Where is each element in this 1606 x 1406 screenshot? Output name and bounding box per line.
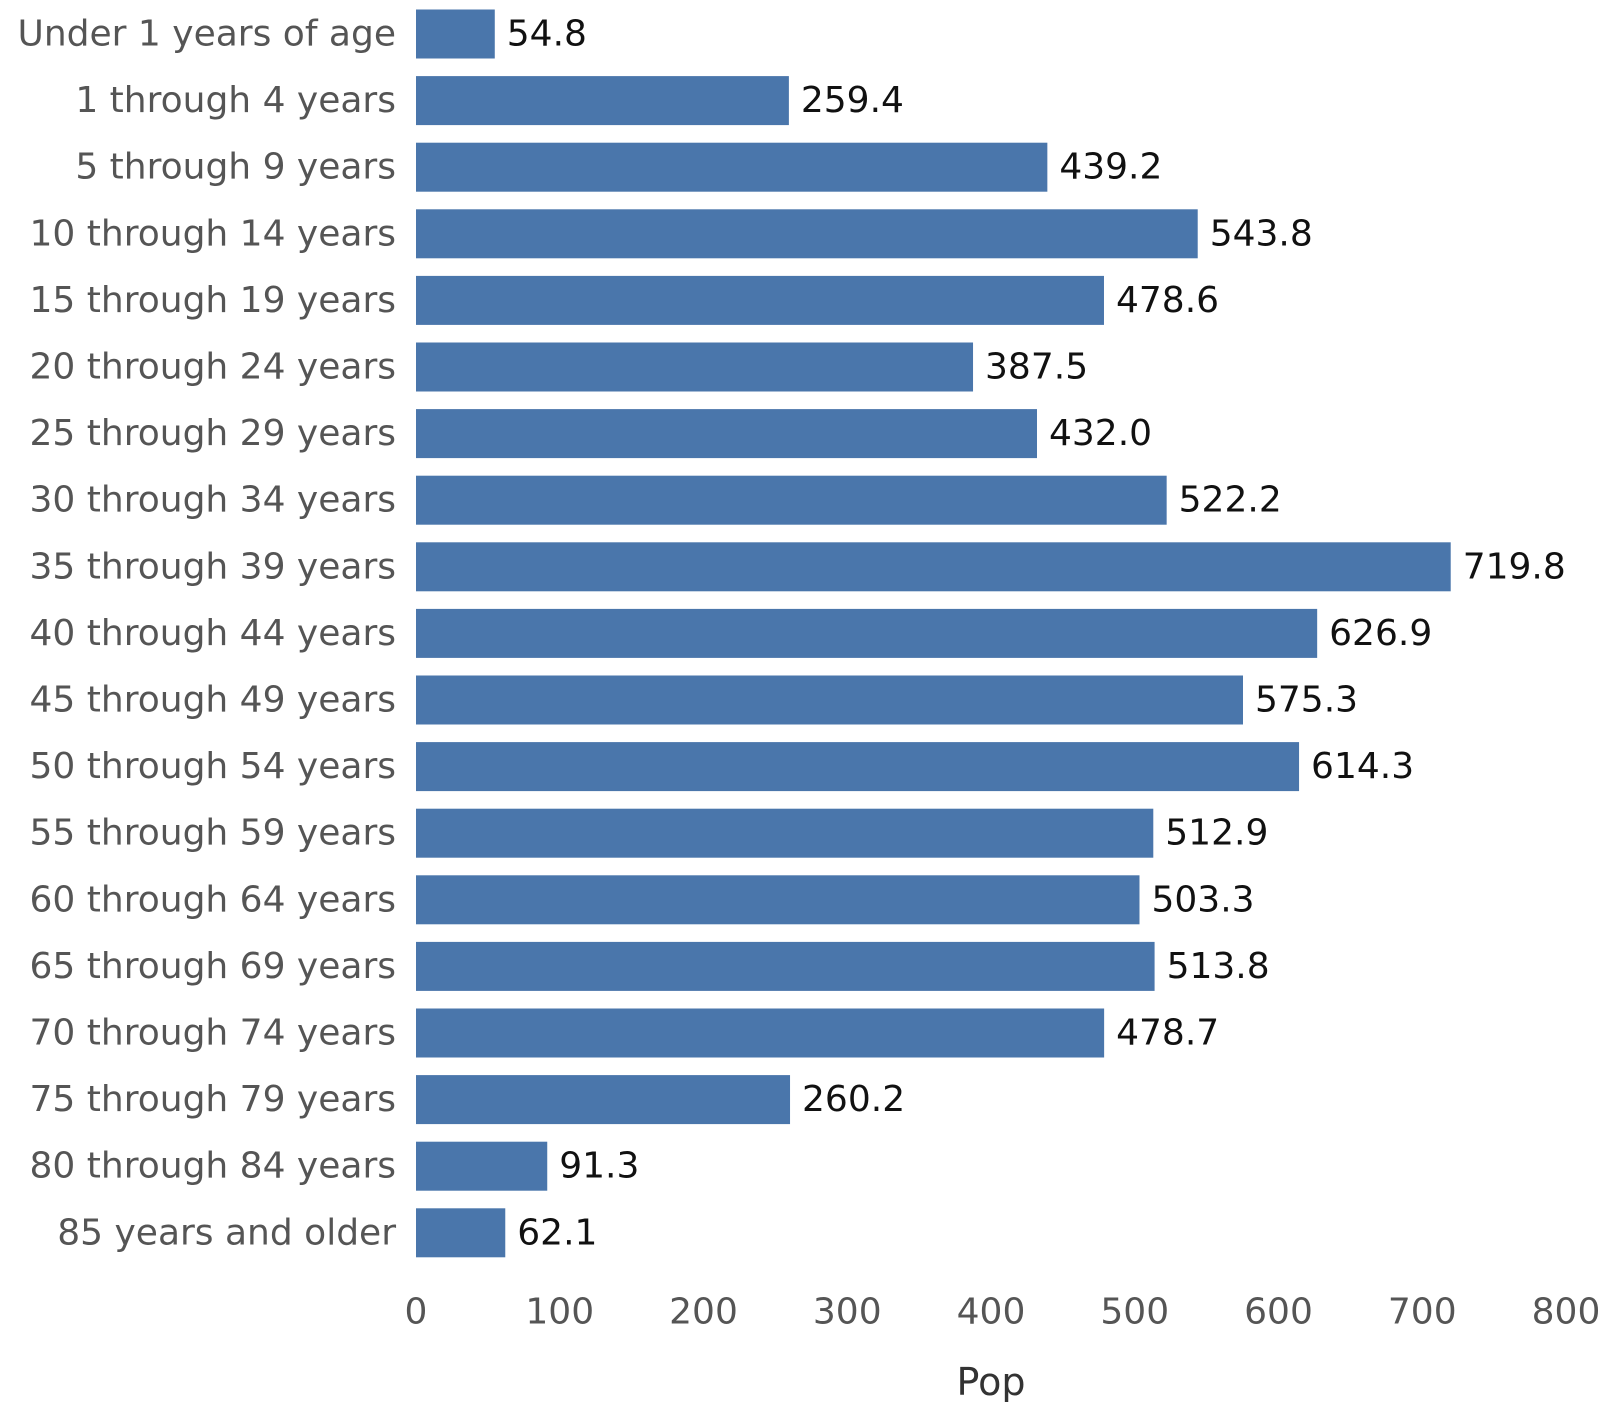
category-label: 20 through 24 years bbox=[30, 347, 396, 388]
category-label: 75 through 79 years bbox=[30, 1079, 396, 1120]
value-label: 478.6 bbox=[1116, 280, 1219, 321]
category-label: 70 through 74 years bbox=[30, 1013, 396, 1054]
value-label: 387.5 bbox=[985, 347, 1088, 388]
bar bbox=[416, 76, 789, 126]
category-label: 80 through 84 years bbox=[30, 1146, 396, 1187]
value-label: 575.3 bbox=[1255, 680, 1358, 721]
bar bbox=[416, 409, 1037, 459]
category-label: 55 through 59 years bbox=[30, 813, 396, 854]
bar bbox=[416, 808, 1154, 858]
bar bbox=[416, 608, 1318, 658]
category-label: 5 through 9 years bbox=[75, 147, 396, 188]
value-label: 626.9 bbox=[1329, 613, 1432, 654]
x-tick-label: 100 bbox=[525, 1292, 594, 1333]
category-label: 30 through 34 years bbox=[30, 480, 396, 521]
value-label: 513.8 bbox=[1167, 946, 1270, 987]
value-label: 260.2 bbox=[802, 1079, 905, 1120]
category-label: 65 through 69 years bbox=[30, 946, 396, 987]
bar bbox=[416, 142, 1048, 192]
x-axis-ticks: 0 100 200 300 400 500 600 700 800 bbox=[405, 1292, 1601, 1333]
bar bbox=[416, 209, 1198, 259]
bar bbox=[416, 1208, 506, 1258]
value-label: 54.8 bbox=[507, 14, 587, 55]
category-label: 15 through 19 years bbox=[30, 280, 396, 321]
bar bbox=[416, 1008, 1105, 1058]
category-label: 50 through 54 years bbox=[30, 746, 396, 787]
bar bbox=[416, 342, 974, 392]
value-label: 478.7 bbox=[1116, 1013, 1219, 1054]
category-label: Under 1 years of age bbox=[18, 14, 396, 55]
x-tick-label: 300 bbox=[813, 1292, 882, 1333]
x-tick-label: 500 bbox=[1100, 1292, 1169, 1333]
category-label: 60 through 64 years bbox=[30, 879, 396, 920]
bar bbox=[416, 1075, 791, 1125]
value-label: 91.3 bbox=[559, 1146, 639, 1187]
category-label: 45 through 49 years bbox=[30, 680, 396, 721]
value-labels: 54.8 259.4 439.2 543.8 478.6 387.5 432.0 522.2 7… bbox=[507, 14, 1566, 1254]
value-label: 439.2 bbox=[1059, 147, 1162, 188]
value-label: 259.4 bbox=[801, 80, 904, 121]
x-tick-label: 800 bbox=[1532, 1292, 1601, 1333]
bar bbox=[416, 875, 1140, 925]
x-tick-label: 700 bbox=[1388, 1292, 1457, 1333]
bar bbox=[416, 675, 1243, 725]
x-tick-label: 600 bbox=[1244, 1292, 1313, 1333]
category-label: 25 through 29 years bbox=[30, 413, 396, 454]
bar bbox=[416, 542, 1451, 592]
bar bbox=[416, 742, 1300, 792]
bar bbox=[416, 9, 495, 59]
category-labels: Under 1 years of age 1 through 4 years 5 t… bbox=[18, 14, 397, 1254]
value-label: 512.9 bbox=[1165, 813, 1268, 854]
category-label: 40 through 44 years bbox=[30, 613, 396, 654]
x-tick-label: 0 bbox=[405, 1292, 428, 1333]
category-label: 10 through 14 years bbox=[30, 213, 396, 254]
category-label: 35 through 39 years bbox=[30, 546, 396, 587]
bar bbox=[416, 941, 1155, 991]
bar bbox=[416, 475, 1167, 525]
x-axis-title: Pop bbox=[957, 1360, 1026, 1402]
value-label: 543.8 bbox=[1210, 213, 1313, 254]
bar bbox=[416, 275, 1104, 325]
category-label: 1 through 4 years bbox=[75, 80, 396, 121]
value-label: 522.2 bbox=[1179, 480, 1282, 521]
value-label: 62.1 bbox=[517, 1212, 597, 1253]
value-label: 503.3 bbox=[1151, 879, 1254, 920]
x-tick-label: 400 bbox=[957, 1292, 1026, 1333]
bar bbox=[416, 1141, 548, 1191]
value-label: 719.8 bbox=[1463, 546, 1566, 587]
bars-group bbox=[416, 9, 1451, 1258]
x-tick-label: 200 bbox=[669, 1292, 738, 1333]
category-label: 85 years and older bbox=[57, 1212, 396, 1253]
value-label: 432.0 bbox=[1049, 413, 1152, 454]
value-label: 614.3 bbox=[1311, 746, 1414, 787]
